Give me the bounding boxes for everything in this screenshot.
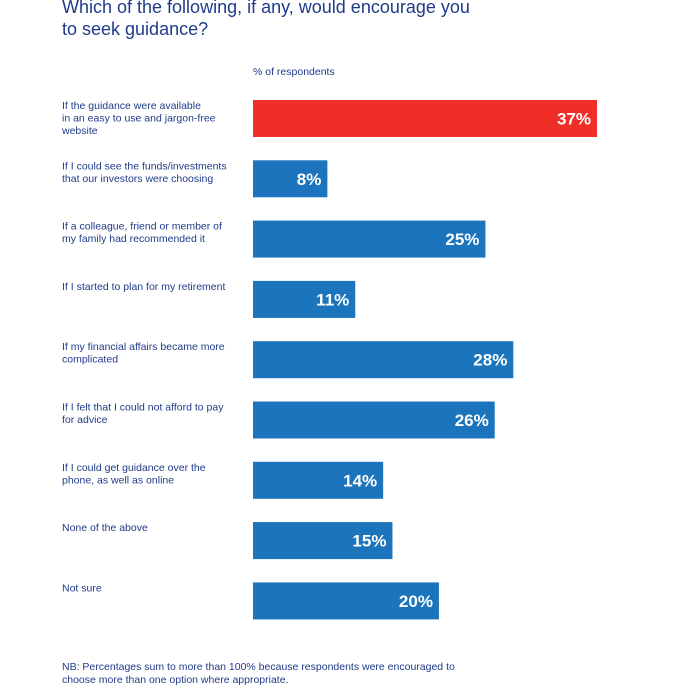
value-label-8: 15% bbox=[352, 532, 386, 551]
bar-9 bbox=[253, 582, 439, 620]
category-label-5: If my financial affairs became more compl… bbox=[62, 341, 225, 366]
value-label-7: 14% bbox=[343, 471, 377, 490]
value-label-6: 26% bbox=[455, 411, 489, 430]
value-labels: 37% 8% 25% 11% 28% 26% 14% 15% 20% bbox=[297, 110, 591, 611]
category-label-8: None of the above bbox=[62, 522, 148, 534]
bar-4 bbox=[253, 280, 356, 318]
bar-1 bbox=[253, 100, 597, 137]
value-label-1: 37% bbox=[557, 110, 591, 129]
value-label-3: 25% bbox=[445, 230, 479, 249]
category-label-1: If the guidance were available in an easy… bbox=[61, 100, 216, 137]
bar-3 bbox=[253, 220, 486, 258]
value-label-4: 11% bbox=[316, 290, 349, 309]
bar-7 bbox=[253, 461, 384, 499]
category-label-9: Not sure bbox=[62, 582, 102, 594]
bar-8 bbox=[253, 522, 393, 560]
category-label-3: If a colleague, friend or member of my fa… bbox=[62, 221, 222, 246]
chart-title: Which of the following, if any, would en… bbox=[62, 0, 470, 39]
category-label-2: If I could see the funds/investments that… bbox=[62, 160, 227, 185]
unit-label: % of respondents bbox=[253, 66, 335, 78]
value-label-2: 8% bbox=[297, 170, 322, 189]
footnote: NB: Percentages sum to more than 100% be… bbox=[62, 661, 455, 686]
value-label-5: 28% bbox=[473, 351, 507, 370]
category-label-4: If I started to plan for my retirement bbox=[62, 281, 225, 293]
category-label-6: If I felt that I could not afford to pay… bbox=[62, 402, 224, 427]
category-label-7: If I could get guidance over the phone, a… bbox=[62, 462, 206, 487]
bar-chart: If the guidance were available in an easy… bbox=[61, 100, 597, 620]
category-labels: If the guidance were available in an easy… bbox=[61, 100, 227, 594]
bar-5 bbox=[253, 341, 514, 379]
bar-2 bbox=[253, 160, 328, 198]
bar-6 bbox=[253, 401, 495, 439]
bars bbox=[253, 100, 597, 620]
value-label-9: 20% bbox=[399, 592, 433, 611]
